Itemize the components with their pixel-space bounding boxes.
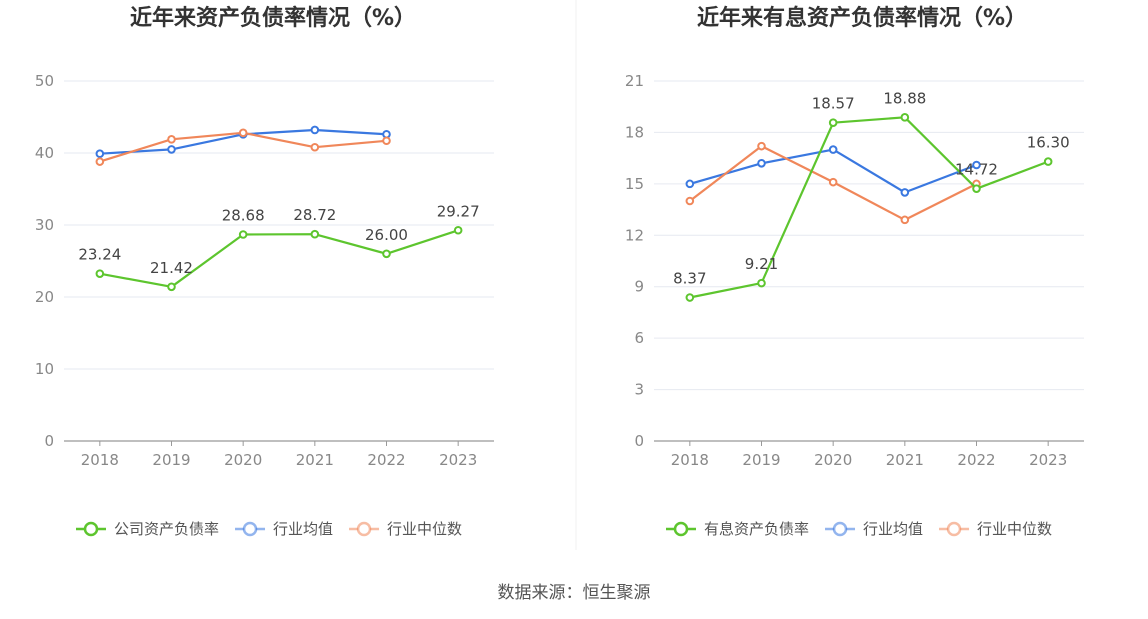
data-label: 16.30 — [1027, 134, 1070, 152]
legend-item: 有息资产负债率 — [666, 520, 809, 538]
x-tick-label: 2021 — [296, 451, 334, 469]
chart-2: 近年来有息资产负债率情况（%） 0 3 6 9 12 15 18 21 2018 2019 2020 2… — [625, 5, 1084, 538]
data-label: 18.57 — [812, 95, 855, 113]
legend-swatch-marker — [356, 521, 372, 537]
x-tick-label: 2020 — [814, 451, 852, 469]
data-label: 29.27 — [437, 202, 480, 220]
data-point — [685, 196, 695, 206]
data-point — [95, 269, 105, 278]
data-label: 21.42 — [150, 259, 193, 277]
y-tick-label: 10 — [35, 360, 54, 378]
data-point — [828, 145, 838, 154]
data-point — [310, 142, 320, 152]
data-point — [900, 215, 910, 225]
y-tick-label: 9 — [634, 278, 644, 296]
series-line — [99, 229, 459, 288]
legend-label: 行业均值 — [863, 520, 923, 538]
legend-swatch-marker — [83, 521, 99, 537]
data-point — [1043, 157, 1053, 166]
x-tick-label: 2020 — [224, 451, 262, 469]
y-tick-label: 20 — [35, 288, 54, 306]
chart-title: 近年来资产负债率情况（%） — [130, 5, 416, 31]
y-tick-label: 30 — [35, 216, 54, 234]
data-point — [310, 229, 320, 239]
legend-swatch-marker — [946, 521, 962, 537]
data-label: 9.21 — [745, 255, 778, 273]
x-tick-label: 2022 — [367, 451, 405, 469]
data-point — [685, 179, 695, 189]
data-point — [95, 149, 105, 159]
x-tick-label: 2023 — [439, 451, 477, 469]
legend-item: 行业中位数 — [939, 520, 1052, 538]
data-point — [382, 136, 391, 146]
x-tick-label: 2022 — [957, 451, 995, 469]
legend-label: 行业中位数 — [387, 520, 462, 538]
y-tick-label: 0 — [44, 432, 54, 450]
data-label: 8.37 — [673, 270, 706, 288]
data-point — [167, 145, 176, 154]
legend-item: 行业均值 — [235, 520, 333, 538]
legend-label: 行业均值 — [273, 520, 333, 538]
chart-title: 近年来有息资产负债率情况（%） — [697, 5, 1027, 31]
series-line — [689, 116, 1049, 299]
data-point — [453, 225, 463, 235]
legend-item: 行业中位数 — [349, 520, 462, 538]
y-tick-label: 21 — [625, 72, 644, 90]
data-label: 23.24 — [78, 246, 121, 264]
data-point — [757, 141, 766, 151]
legend-item: 公司资产负债率 — [76, 520, 219, 538]
y-tick-label: 12 — [625, 226, 644, 244]
y-tick-label: 15 — [625, 175, 644, 193]
x-tick-label: 2023 — [1029, 451, 1067, 469]
legend-item: 行业均值 — [825, 520, 923, 538]
data-point — [95, 157, 105, 166]
legend-swatch-marker — [832, 521, 848, 537]
data-point — [167, 282, 176, 292]
y-tick-label: 50 — [35, 72, 54, 90]
legend-label: 有息资产负债率 — [704, 520, 809, 538]
data-label: 28.68 — [222, 207, 265, 225]
data-label: 14.72 — [955, 161, 998, 179]
data-point — [900, 113, 910, 122]
x-tick-label: 2019 — [152, 451, 190, 469]
data-point — [382, 249, 391, 259]
data-point — [972, 160, 981, 170]
x-tick-label: 2021 — [886, 451, 924, 469]
data-point — [757, 158, 766, 168]
x-tick-label: 2018 — [671, 451, 709, 469]
y-tick-label: 3 — [634, 381, 644, 399]
legend-swatch-marker — [242, 521, 258, 537]
legend-swatch-marker — [673, 521, 689, 537]
data-point — [828, 177, 838, 187]
data-point — [167, 135, 176, 144]
legend-label: 公司资产负债率 — [114, 520, 219, 538]
data-point — [828, 118, 838, 127]
data-point — [238, 230, 248, 239]
data-point — [972, 184, 981, 193]
y-tick-label: 18 — [625, 123, 644, 141]
y-tick-label: 40 — [35, 144, 54, 162]
y-tick-label: 6 — [634, 329, 644, 347]
x-tick-label: 2018 — [81, 451, 119, 469]
data-point — [685, 293, 695, 302]
legend-label: 行业中位数 — [977, 520, 1052, 538]
x-tick-label: 2019 — [742, 451, 780, 469]
chart-1: 近年来资产负债率情况（%） 0 10 20 30 40 50 2018 2019 2020 2021… — [35, 5, 494, 538]
data-source-label: 数据来源：恒生聚源 — [498, 583, 651, 603]
y-tick-label: 0 — [634, 432, 644, 450]
data-label: 28.72 — [293, 206, 336, 224]
data-point — [900, 188, 910, 197]
data-label: 26.00 — [365, 226, 408, 244]
data-point — [310, 125, 320, 135]
data-point — [238, 128, 248, 138]
data-point — [757, 278, 766, 288]
data-label: 18.88 — [883, 89, 926, 107]
